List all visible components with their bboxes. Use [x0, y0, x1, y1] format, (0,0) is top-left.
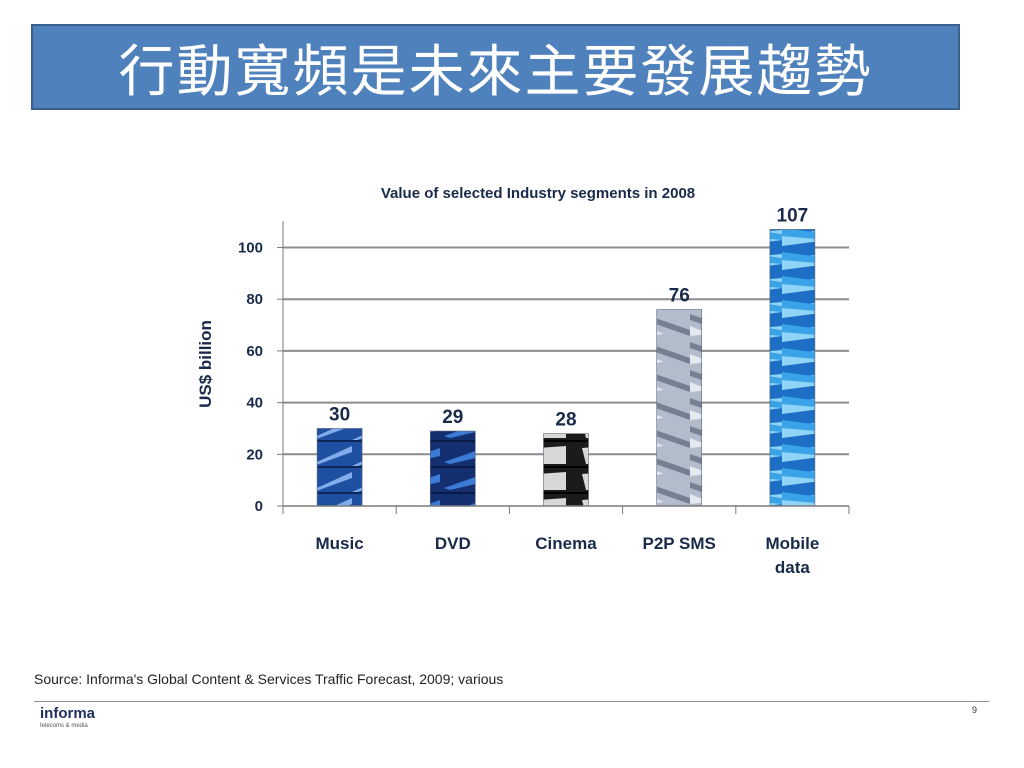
category-label-dvd: DVD — [435, 534, 471, 553]
bar-chart: Value of selected Industry segments in 2… — [196, 185, 850, 577]
bar-dvd — [429, 430, 476, 507]
bar-cinema — [543, 433, 589, 507]
category-label-music: Music — [316, 534, 364, 553]
page-number: 9 — [972, 705, 978, 715]
footer-divider — [34, 701, 989, 702]
y-tick-label: 40 — [246, 395, 263, 412]
y-tick-label: 0 — [255, 498, 263, 515]
y-tick-label: 20 — [246, 446, 263, 463]
bar-p2p-sms — [656, 309, 703, 507]
y-axis-label: US$ billion — [196, 320, 215, 408]
logo-tagline: telecoms & media — [40, 723, 88, 729]
category-label-mobile-data: Mobile — [765, 534, 819, 553]
slide-title-banner: 行動寬頻是未來主要發展趨勢 — [31, 24, 960, 110]
y-tick-label: 60 — [246, 343, 263, 360]
category-label-cinema: Cinema — [535, 534, 597, 553]
data-label-mobile-data: 107 — [777, 205, 809, 226]
bar-music — [316, 428, 363, 507]
category-label-p2p-sms: P2P SMS — [643, 534, 716, 553]
bar-mobile-data — [769, 229, 816, 507]
data-label-p2p-sms: 76 — [669, 286, 690, 307]
data-label-cinema: 28 — [555, 410, 576, 431]
category-label-mobile-data: data — [775, 558, 811, 577]
slide-title: 行動寬頻是未來主要發展趨勢 — [118, 39, 873, 105]
data-label-music: 30 — [329, 404, 350, 425]
logo-wordmark: informa — [40, 705, 96, 722]
y-tick-label: 80 — [246, 291, 263, 308]
informa-logo: informa telecoms & media — [40, 706, 95, 729]
source-note: Source: Informa's Global Content & Servi… — [34, 671, 504, 687]
chart-title: Value of selected Industry segments in 2… — [381, 185, 695, 202]
data-label-dvd: 29 — [442, 407, 463, 428]
y-tick-label: 100 — [238, 240, 263, 257]
